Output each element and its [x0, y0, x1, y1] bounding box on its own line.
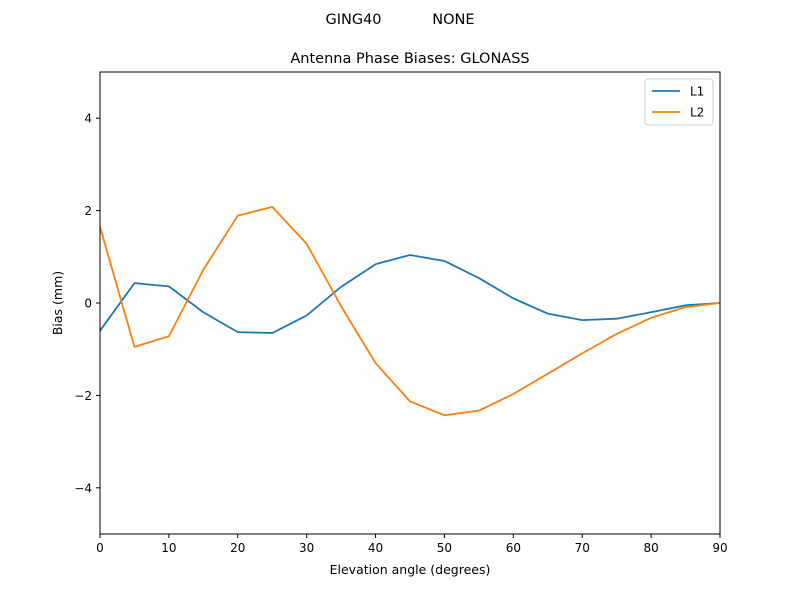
figure-suptitle: GING40 NONE	[325, 12, 474, 28]
x-tick-label: 10	[161, 541, 176, 555]
legend-label-l1: L1	[690, 85, 704, 99]
x-axis-label: Elevation angle (degrees)	[330, 562, 491, 577]
series-line-l2	[100, 205, 720, 417]
y-tick-label: 2	[84, 204, 92, 218]
series-line-l1	[100, 254, 720, 334]
legend-label-l2: L2	[690, 106, 704, 120]
legend: L1 L2	[644, 78, 714, 126]
y-axis-label: Bias (mm)	[50, 271, 65, 335]
x-tick-label: 90	[712, 541, 727, 555]
x-tick-label: 50	[437, 541, 452, 555]
x-tick-label: 20	[230, 541, 245, 555]
y-tick-label: −2	[74, 389, 92, 403]
y-tick-label: 0	[84, 297, 92, 311]
y-tick-label: 4	[84, 112, 92, 126]
x-tick-label: 40	[368, 541, 383, 555]
chart-title: Antenna Phase Biases: GLONASS	[290, 51, 529, 67]
y-tick-label: −4	[74, 481, 92, 495]
x-tick-label: 0	[96, 541, 104, 555]
x-tick-label: 80	[643, 541, 658, 555]
plot-area: 0 10 20 30 40 50 60 70 80 90 −4 −2 0 2 4	[74, 71, 728, 555]
x-tick-label: 60	[506, 541, 521, 555]
x-tick-label: 30	[299, 541, 314, 555]
x-tick-label: 70	[575, 541, 590, 555]
